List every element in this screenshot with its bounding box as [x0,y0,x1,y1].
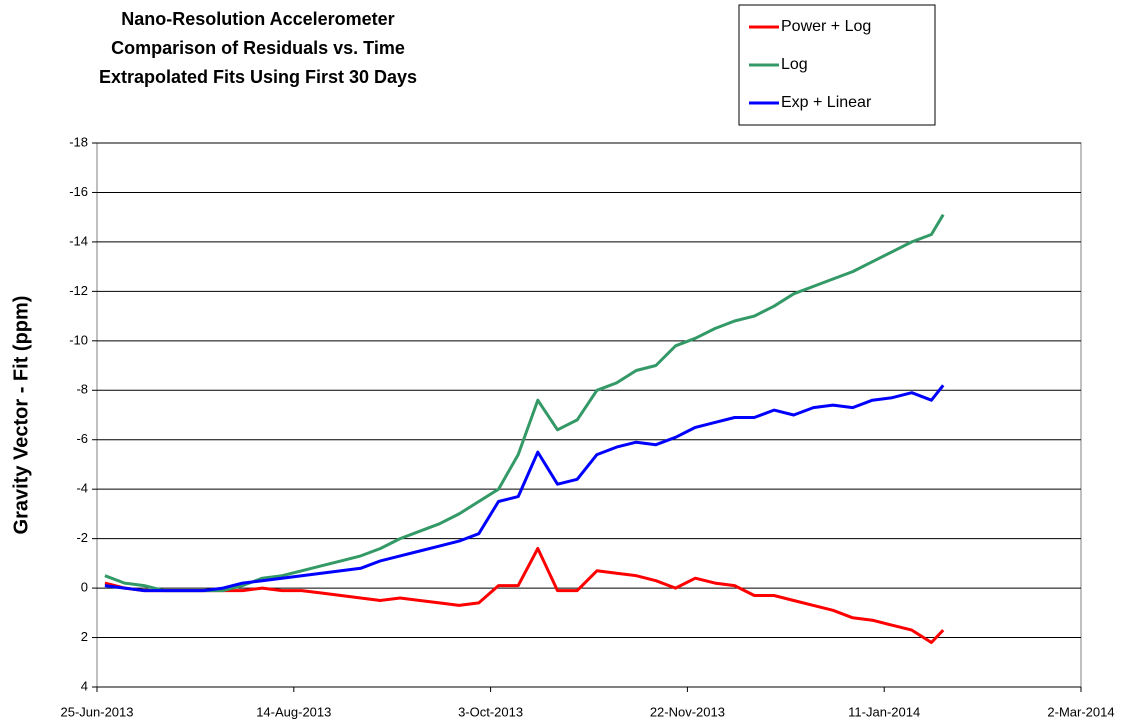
x-tick-label: 11-Jan-2014 [848,704,920,719]
legend-label: Power + Log [781,18,871,35]
series-line [104,384,945,593]
y-axis-label: Gravity Vector - Fit (ppm) [10,296,32,535]
chart-title: Comparison of Residuals vs. Time [111,38,405,58]
x-tick-label: 14-Aug-2013 [256,704,331,719]
x-tick-label: 3-Oct-2013 [458,704,523,719]
x-tick-label: 2-Mar-2014 [1047,704,1114,719]
y-tick-label: -4 [76,481,88,496]
y-tick-label: 0 [81,580,88,595]
legend-label: Log [781,56,808,73]
series-line [104,547,945,644]
legend-label: Exp + Linear [781,94,872,111]
chart-title: Extrapolated Fits Using First 30 Days [99,67,417,87]
y-tick-label: 4 [81,678,88,693]
series-line [104,213,945,593]
y-tick-label: -12 [69,283,88,298]
y-tick-label: -10 [69,332,88,347]
y-tick-label: -18 [69,134,88,149]
plot-area [96,142,1082,688]
y-tick-label: -16 [69,184,88,199]
chart-title: Nano-Resolution Accelerometer [121,9,394,29]
y-tick-label: -2 [76,530,88,545]
y-tick-label: -6 [76,431,88,446]
y-tick-label: -14 [69,233,88,248]
x-tick-label: 25-Jun-2013 [61,704,134,719]
y-tick-label: -8 [76,382,88,397]
x-tick-label: 22-Nov-2013 [650,704,725,719]
y-tick-label: 2 [81,629,88,644]
